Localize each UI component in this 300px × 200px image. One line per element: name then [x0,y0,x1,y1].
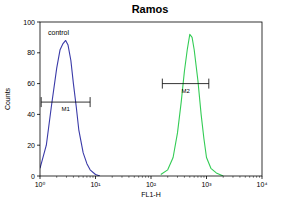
y-tick [37,83,40,84]
x-tick [151,176,152,179]
y-tick-label: 40 [27,111,35,118]
y-tick-label: 80 [27,49,35,56]
chart: Ramos Counts FL1-H 0 20 40 60 80 100 10⁰ 10¹ 10² 10³… [0,0,300,200]
x-tick-label: 10³ [201,181,212,188]
y-tick [37,145,40,146]
gate-bar [162,83,208,84]
y-label: Counts [4,87,11,110]
series-label: control [48,29,69,36]
gate-end [162,79,163,89]
plot-area [40,34,223,176]
y-tick [37,176,40,177]
x-label: FL1-H [141,191,160,198]
x-tick-label: 10⁴ [257,181,268,188]
y-tick [37,52,40,53]
y-tick-label: 20 [27,142,35,149]
y-tick [37,114,40,115]
x-tick [40,176,41,179]
gate-end [208,79,209,89]
gate-label: M1 [61,106,70,112]
plot-frame [40,22,262,176]
x-tick [262,176,263,179]
x-tick [206,176,207,179]
title: Ramos [132,3,169,15]
x-tick-label: 10¹ [90,181,101,188]
histogram-line [161,34,223,176]
gate-end [90,97,91,107]
x-tick [95,176,96,179]
gate-end [41,97,42,107]
gate-label: M2 [181,88,190,94]
gate-bar [41,102,90,103]
histogram-line [40,40,100,176]
y-tick-label: 60 [27,80,35,87]
y-tick [37,22,40,23]
y-tick-label: 0 [31,173,35,180]
x-tick-label: 10⁰ [35,181,46,188]
x-tick-label: 10² [146,181,157,188]
y-tick-label: 100 [23,19,35,26]
